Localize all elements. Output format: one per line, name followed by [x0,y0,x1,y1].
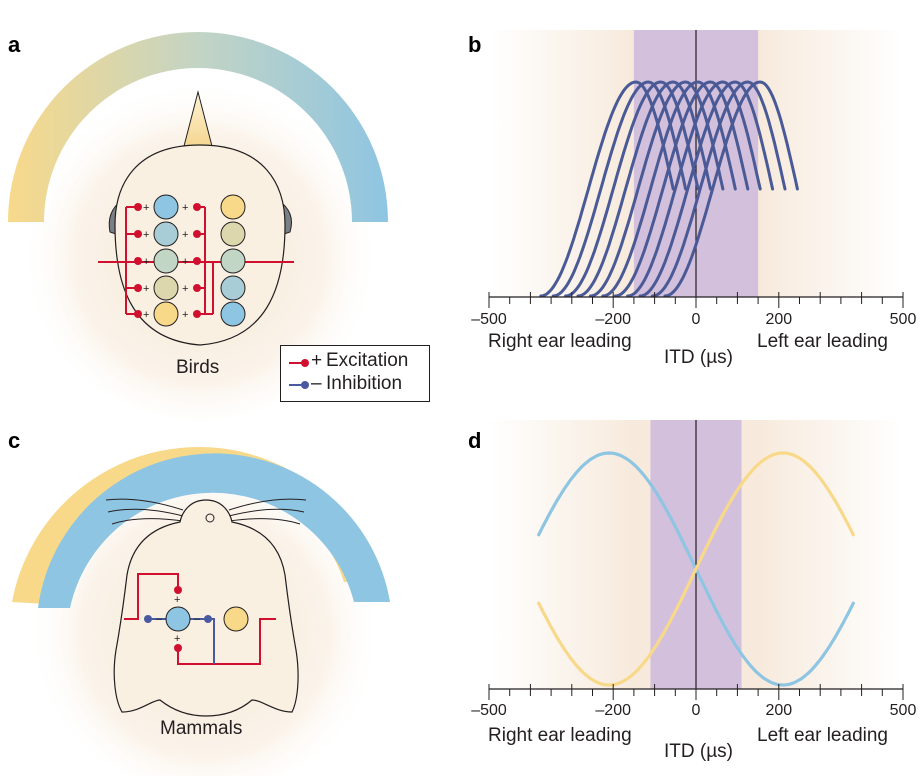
tuning-curve-9 [638,80,775,298]
chart-b-tick-label: 200 [765,311,793,328]
panel-letter-a: a [8,32,21,57]
svg-text:+: + [174,594,180,606]
birds-caption: Birds [176,357,220,378]
birds-output-neurons [220,194,246,327]
mammals-caption: Mammals [160,718,243,739]
mammal-contralateral-neuron [223,606,249,632]
chart-d-right-note: Left ear leading [757,725,888,746]
chart-d-tick-label: –200 [595,702,631,719]
tuning-curve-5 [588,80,725,298]
birds-coincidence-neurons [153,194,179,327]
svg-text:+: + [182,309,188,321]
excitation-label: Excitation [326,350,409,371]
svg-text:+: + [182,256,188,268]
mammals-signs: + + – – [156,594,201,645]
panel-letter-d: d [468,428,482,453]
tuning-curve-8 [626,80,762,298]
inhibition-sign: – [311,373,322,394]
svg-text:+: + [143,202,149,214]
chart-b-tick-label: –500 [471,311,507,328]
chart-d-tick-label: –500 [471,702,507,719]
chart-b-tick-label: –200 [595,311,631,328]
birds-plus-signs: + + + + + + + + + + [143,202,188,321]
excitation-dot [301,359,309,367]
svg-text:+: + [143,283,149,295]
inhibition-dot [301,381,309,389]
legend-symbols [289,359,309,389]
tuning-curve-6 [601,80,737,298]
tuning-curve-2 [551,80,688,298]
chart-b-tick-label: 500 [889,311,917,328]
chart-b-right-note: Left ear leading [757,331,888,352]
chart-d-left-note: Right ear leading [488,725,632,746]
inhibition-label: Inhibition [326,373,403,394]
birds-excitatory-synapses [134,203,201,318]
tuning-curve-10 [651,80,787,298]
svg-text:+: + [143,229,149,241]
svg-text:–: – [194,613,201,625]
svg-text:+: + [182,229,188,241]
svg-text:+: + [143,256,149,268]
mammals-inhibitory-synapses [144,615,212,623]
mammal-head [113,499,299,717]
excitation-sign: + [311,350,323,371]
tuning-curve-4 [576,80,712,298]
chart-d-tick-label: 200 [765,702,793,719]
chart-d-tick-label: 500 [889,702,917,719]
mammals-excitatory-synapses [174,586,182,652]
chart-b-tick-label: 0 [691,311,701,328]
tuning-curve-7 [613,80,750,298]
mammals-excitatory-wiring [124,573,276,665]
chart-b-xlabel: ITD (µs) [664,347,733,368]
tuning-curve-3 [564,80,700,298]
svg-text:+: + [182,202,188,214]
panel-letter-b: b [468,32,482,57]
mammal-whiskers [105,498,307,525]
tuning-curve-11 [663,80,799,298]
svg-text:+: + [143,309,149,321]
legend: + Excitation – Inhibition [280,345,430,402]
panel-letter-c: c [8,428,21,453]
tuning-curve-1 [539,80,675,298]
chart-b-left-note: Right ear leading [488,331,632,352]
svg-text:–: – [156,613,163,625]
mammals-blue-arc [38,453,390,608]
mammal-nose [205,513,215,523]
chart-d-xlabel: ITD (µs) [664,741,733,762]
birds-gradient-arc [8,32,388,222]
mammal-mso-neuron [165,606,191,632]
svg-text:+: + [182,283,188,295]
svg-text:+: + [174,633,180,645]
chart-d-tick-label: 0 [691,702,701,719]
mammal-curve-2 [537,451,855,687]
